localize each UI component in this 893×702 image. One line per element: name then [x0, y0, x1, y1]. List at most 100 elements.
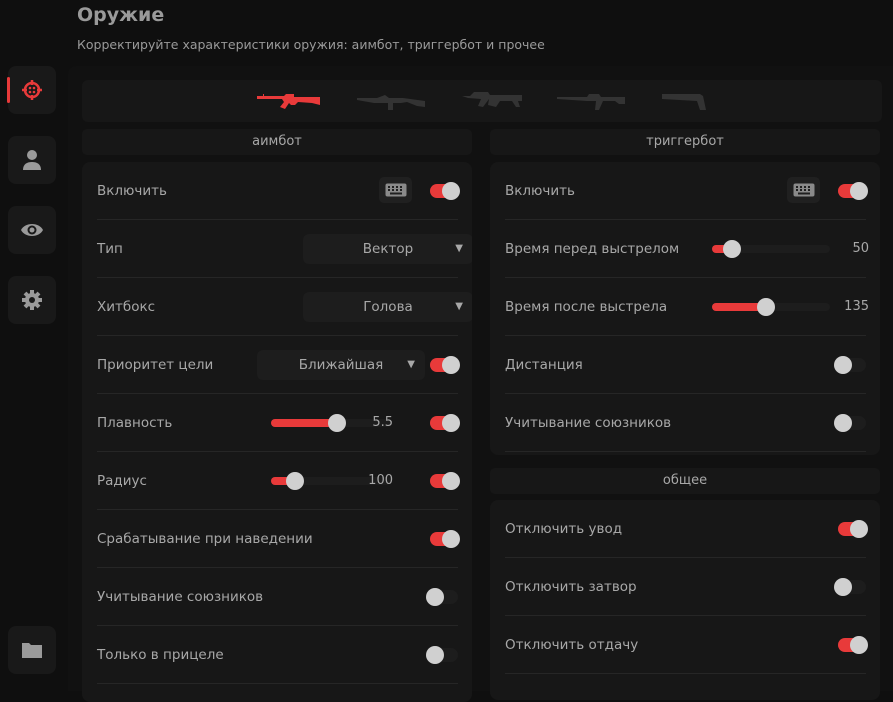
gear-icon	[22, 290, 42, 310]
toggle-switch[interactable]	[430, 182, 460, 200]
setting-row: Радиус 100	[97, 452, 460, 510]
toggle-knob	[426, 646, 444, 664]
toggle-switch[interactable]	[834, 356, 866, 374]
slider-value: 5.5	[372, 415, 393, 430]
setting-label: Тип	[97, 241, 123, 257]
weapon-tab-ak47[interactable]	[254, 88, 323, 118]
slider[interactable]	[271, 472, 391, 490]
sniper-rifle-icon	[557, 94, 625, 110]
setting-label: Отключить отдачу	[505, 637, 639, 653]
slider-thumb[interactable]	[757, 298, 776, 316]
weapon-selector	[82, 80, 882, 122]
slider-fill	[712, 303, 767, 311]
toggle-knob	[850, 182, 868, 200]
toggle-knob	[442, 530, 460, 548]
weapon-tab-smg[interactable]	[462, 88, 524, 120]
keybind-button[interactable]	[379, 177, 412, 203]
toggle-knob	[442, 472, 460, 490]
setting-label: Дистанция	[505, 357, 583, 373]
toggle-knob	[442, 182, 460, 200]
setting-row: Дистанция	[505, 336, 866, 394]
dropdown-select[interactable]: Голова ▼	[303, 292, 472, 322]
sidebar-item-player[interactable]	[8, 136, 56, 184]
toggle-switch[interactable]	[430, 414, 460, 432]
slider-fill	[271, 477, 295, 485]
sidebar-item-visuals[interactable]	[8, 206, 56, 254]
setting-row: Срабатывание при наведении	[97, 510, 460, 568]
dropdown-value: Голова	[363, 299, 413, 315]
slider-thumb[interactable]	[286, 472, 304, 490]
slider[interactable]	[712, 240, 830, 258]
slider-thumb[interactable]	[328, 414, 346, 432]
setting-row: Включить	[505, 162, 868, 220]
setting-row: Учитывание союзников	[505, 394, 866, 452]
general-card: Отключить увод Отключить затвор Отключить …	[490, 500, 880, 700]
chevron-down-icon: ▼	[455, 243, 463, 254]
setting-label: Время перед выстрелом	[505, 241, 680, 257]
toggle-switch[interactable]	[834, 578, 866, 596]
setting-label: Учитывание союзников	[505, 415, 672, 431]
setting-label: Срабатывание при наведении	[97, 531, 313, 547]
eye-icon	[21, 224, 43, 236]
aimbot-card: Включить Тип Вектор ▼ Хитбокс Голова ▼ Приорите…	[82, 162, 472, 702]
weapon-tab-rifle[interactable]	[357, 88, 427, 118]
setting-label: Радиус	[97, 473, 147, 489]
slider-fill	[271, 419, 337, 427]
toggle-switch[interactable]	[430, 530, 460, 548]
section-header-general: общее	[490, 468, 880, 494]
ak47-icon	[254, 94, 320, 109]
toggle-knob	[834, 356, 852, 374]
setting-row: Приоритет цели Ближайшая ▼	[97, 336, 460, 394]
setting-label: Плавность	[97, 415, 173, 431]
dropdown-value: Вектор	[362, 241, 414, 257]
slider-thumb[interactable]	[723, 240, 742, 258]
slider[interactable]	[271, 414, 391, 432]
setting-row: Включить	[97, 162, 460, 220]
keybind-button[interactable]	[787, 177, 820, 203]
weapon-tab-pistol[interactable]	[662, 88, 708, 118]
setting-label: Приоритет цели	[97, 357, 214, 373]
dropdown-value: Ближайшая	[298, 357, 384, 373]
slider-fill	[712, 245, 733, 253]
toggle-switch[interactable]	[430, 472, 460, 490]
setting-row: Время перед выстрелом 50	[505, 220, 869, 278]
setting-label: Учитывание союзников	[97, 589, 264, 605]
section-header-aimbot: аимбот	[82, 129, 472, 155]
toggle-switch[interactable]	[430, 356, 460, 374]
setting-row: Хитбокс Голова ▼	[97, 278, 472, 336]
toggle-switch[interactable]	[426, 588, 458, 606]
setting-row: Только в прицеле	[97, 626, 458, 684]
setting-label: Только в прицеле	[97, 647, 224, 663]
dropdown-select[interactable]: Ближайшая ▼	[257, 350, 425, 380]
folder-icon	[22, 643, 42, 658]
rifle-icon	[357, 95, 425, 110]
setting-label: Отключить увод	[505, 521, 623, 537]
keyboard-icon	[793, 183, 814, 197]
user-icon	[23, 150, 41, 170]
setting-row: Учитывание союзников	[97, 568, 458, 626]
toggle-switch[interactable]	[838, 636, 868, 654]
toggle-knob	[442, 356, 460, 374]
setting-label: Включить	[505, 183, 575, 199]
setting-row: Время после выстрела 135	[505, 278, 869, 336]
setting-label: Время после выстрела	[505, 299, 668, 315]
toggle-switch[interactable]	[838, 520, 868, 538]
sidebar-item-weapons[interactable]	[7, 66, 56, 114]
weapon-tab-sniper[interactable]	[557, 88, 627, 118]
setting-row: Тип Вектор ▼	[97, 220, 472, 278]
sidebar-item-configs[interactable]	[8, 626, 56, 674]
page-subtitle: Корректируйте характеристики оружия: аим…	[77, 37, 545, 52]
keyboard-icon	[385, 183, 406, 197]
slider[interactable]	[712, 298, 830, 316]
toggle-switch[interactable]	[838, 182, 868, 200]
toggle-knob	[850, 636, 868, 654]
toggle-knob	[834, 578, 852, 596]
setting-row: Плавность 5.5	[97, 394, 460, 452]
slider-value: 50	[852, 241, 869, 256]
toggle-knob	[426, 588, 444, 606]
toggle-switch[interactable]	[426, 646, 458, 664]
sidebar-item-settings[interactable]	[8, 276, 56, 324]
slider-value: 100	[368, 473, 393, 488]
dropdown-select[interactable]: Вектор ▼	[303, 234, 472, 264]
toggle-switch[interactable]	[834, 414, 866, 432]
